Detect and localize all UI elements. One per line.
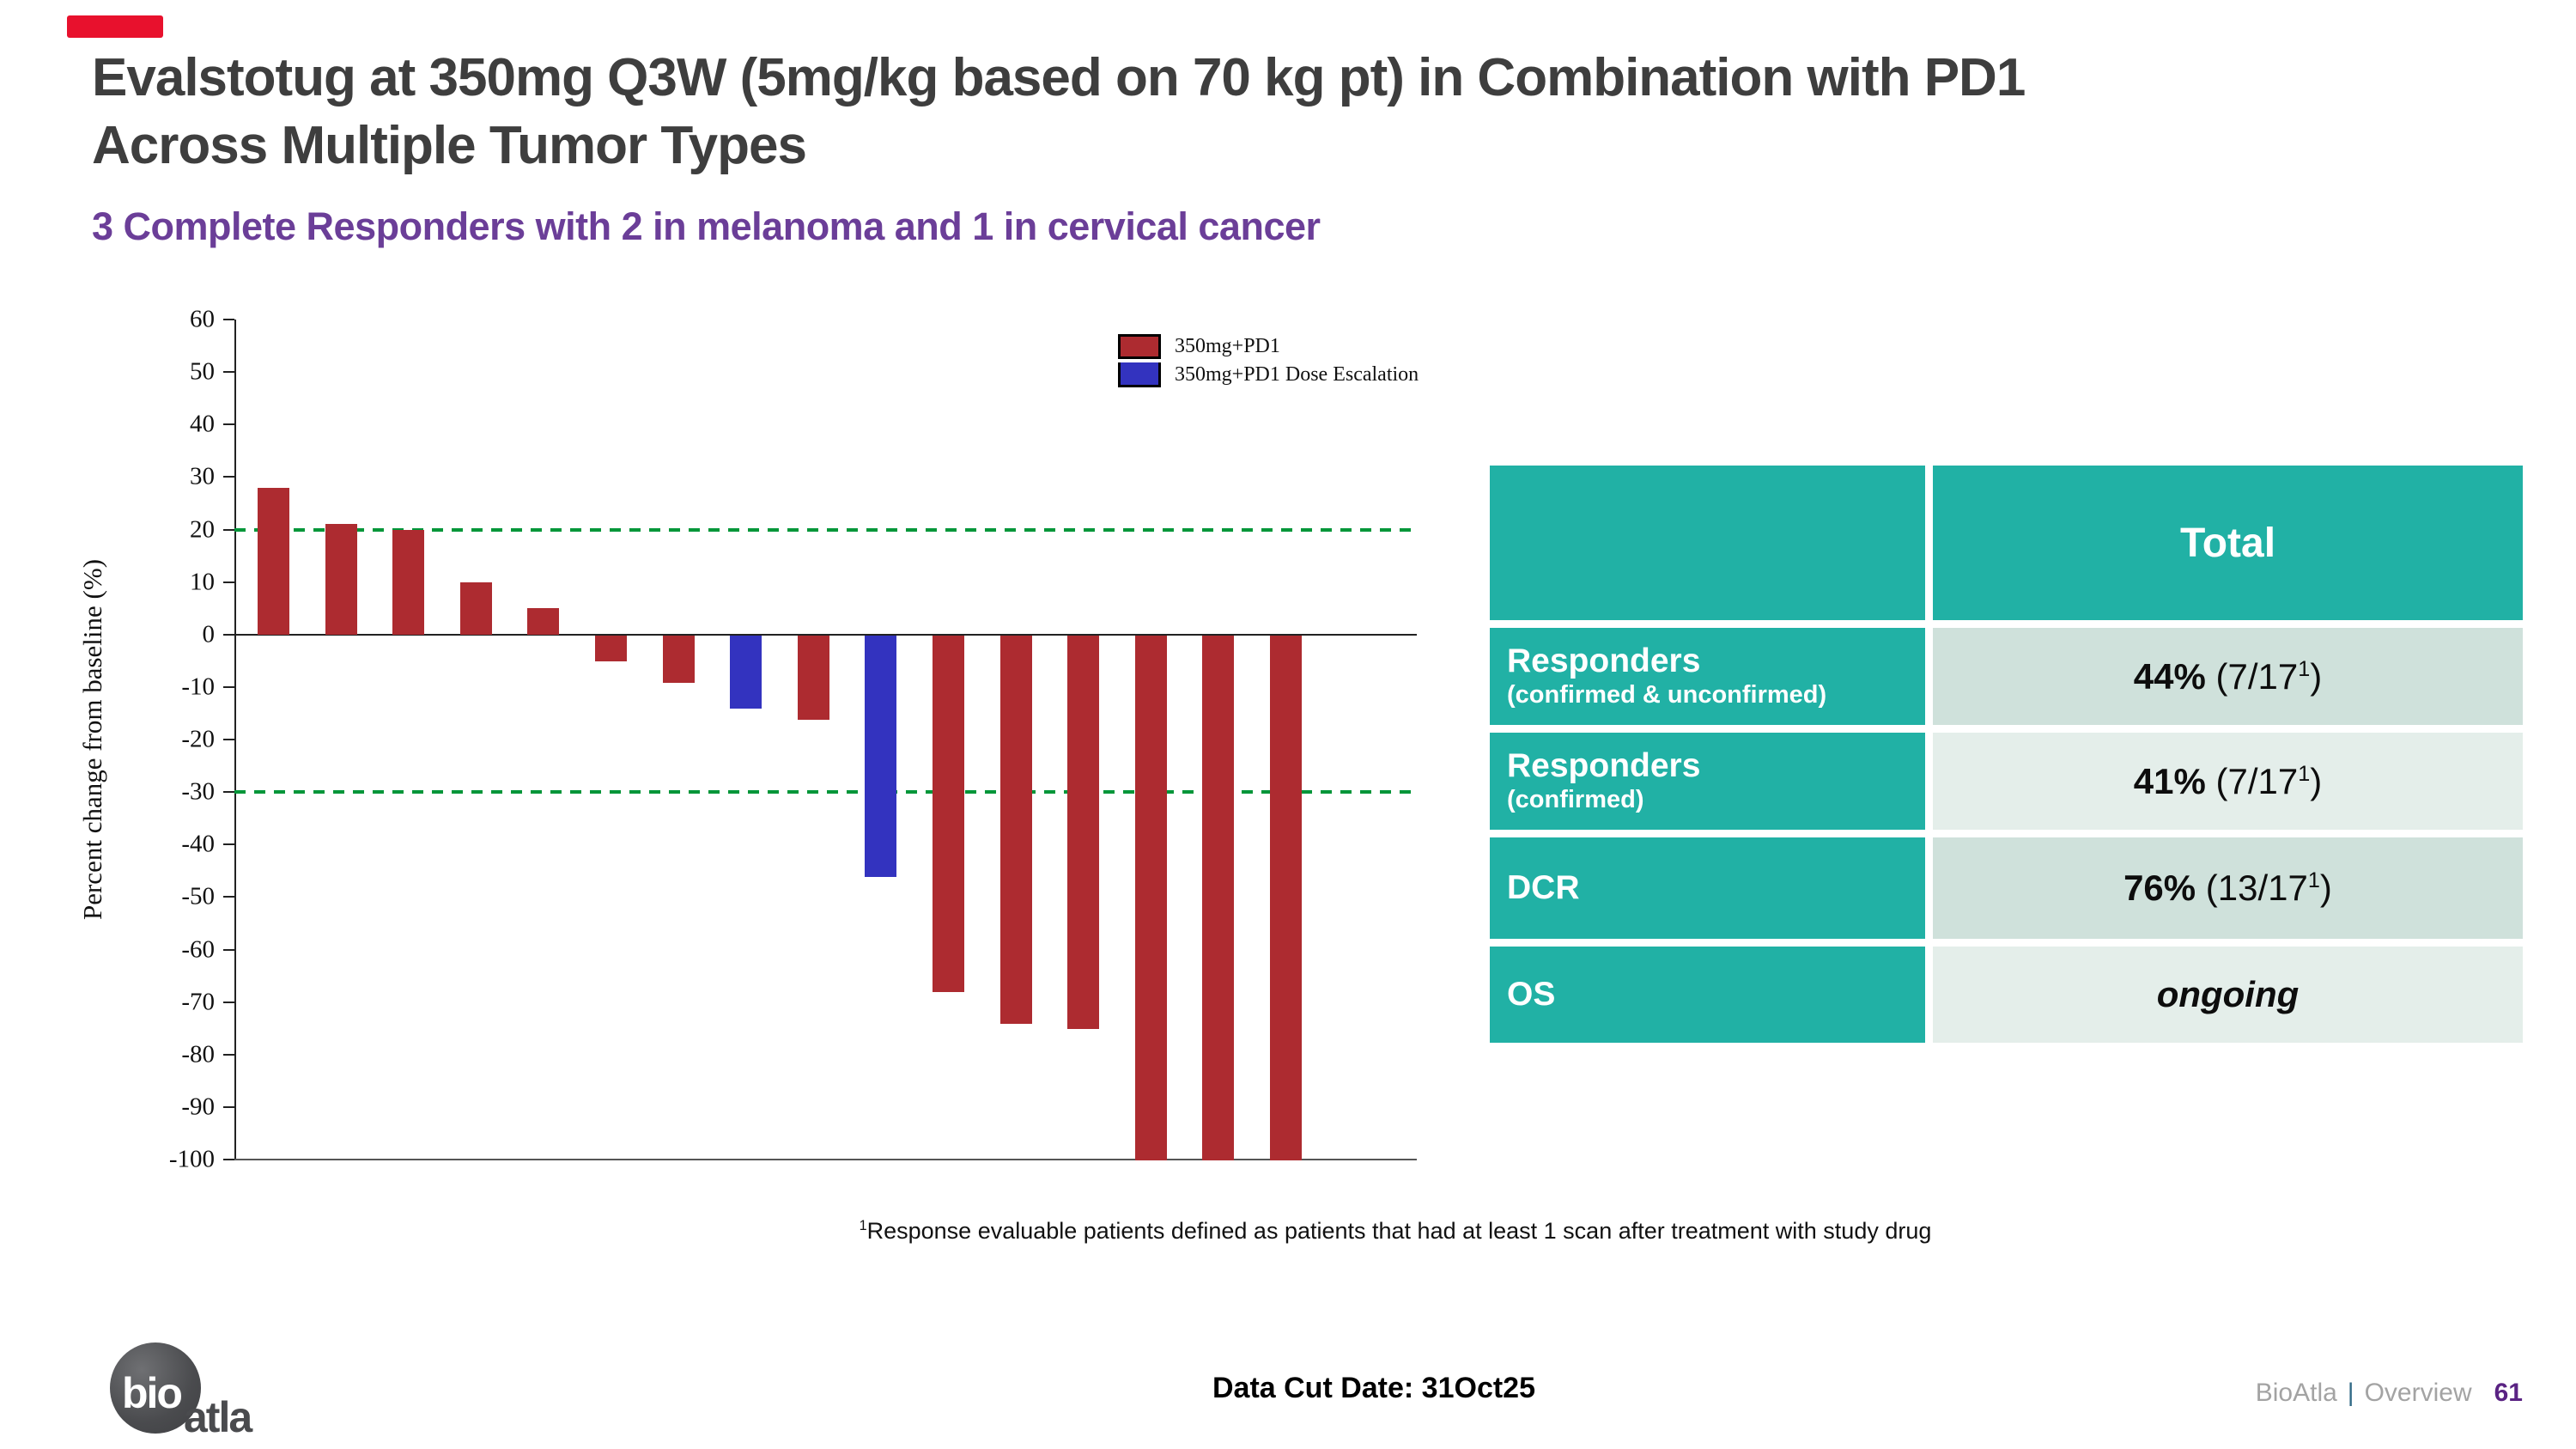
legend-item: 350mg+PD1 <box>1118 332 1419 361</box>
table-row-value: 41% (7/171) <box>1933 733 2523 830</box>
table-row-label: Responders (confirmed) <box>1490 733 1925 830</box>
waterfall-bar <box>1270 635 1302 1160</box>
footnote: 1Response evaluable patients defined as … <box>859 1218 1932 1244</box>
table-header-total: Total <box>1933 466 2523 620</box>
page-number: 61 <box>2494 1379 2523 1407</box>
y-axis-spine <box>234 320 236 1160</box>
waterfall-bar <box>527 608 560 635</box>
y-tick-mark <box>223 1001 234 1003</box>
y-tick-mark <box>223 371 234 374</box>
y-tick-mark <box>223 476 234 478</box>
y-tick-label: -40 <box>181 830 215 858</box>
logo-text-bio: bio <box>122 1369 183 1417</box>
y-tick-label: -100 <box>168 1145 215 1173</box>
y-tick-label: 20 <box>190 515 215 543</box>
logo-text-atla: atla <box>184 1393 252 1441</box>
legend-swatch-blue <box>1118 362 1161 387</box>
waterfall-bar <box>325 524 357 635</box>
y-tick-label: -50 <box>181 882 215 910</box>
waterfall-bar <box>1202 635 1235 1160</box>
waterfall-bar <box>1134 635 1167 1160</box>
y-tick-label: -70 <box>181 988 215 1016</box>
y-tick-label: -60 <box>181 935 215 963</box>
legend-item: 350mg+PD1 Dose Escalation <box>1118 361 1419 389</box>
y-tick-mark <box>223 843 234 846</box>
waterfall-bar <box>797 635 829 720</box>
logo-circle <box>110 1342 201 1434</box>
results-table: Total Responders (confirmed & unconfirme… <box>1490 466 2523 1043</box>
bioatla-logo: bio atla <box>110 1342 368 1446</box>
footer-brand: BioAtla <box>2255 1379 2337 1407</box>
slide-subtitle: 3 Complete Responders with 2 in melanoma… <box>92 204 1321 248</box>
y-tick-mark <box>223 1053 234 1056</box>
y-tick-mark <box>223 319 234 320</box>
reference-dashed-line <box>234 527 1417 532</box>
y-tick-label: -30 <box>181 777 215 806</box>
waterfall-bar <box>459 581 492 635</box>
bottom-axis-line <box>234 1159 1417 1160</box>
y-tick-label: -20 <box>181 725 215 753</box>
y-axis-label: Percent change from baseline (%) <box>77 558 107 921</box>
y-tick-label: 10 <box>190 568 215 596</box>
waterfall-bar <box>933 635 964 993</box>
table-row-value: 76% (13/171) <box>1933 837 2523 939</box>
y-tick-label: 60 <box>190 305 215 333</box>
waterfall-bar <box>1067 635 1100 1030</box>
waterfall-bar <box>662 635 695 683</box>
data-cut-date: Data Cut Date: 31Oct25 <box>1212 1372 1535 1404</box>
waterfall-bar <box>999 635 1032 1025</box>
y-tick-mark <box>223 896 234 898</box>
y-tick-mark <box>223 739 234 740</box>
y-tick-mark <box>223 948 234 951</box>
y-tick-mark <box>223 581 234 583</box>
legend-label: 350mg+PD1 <box>1175 335 1280 357</box>
waterfall-bar <box>865 635 897 877</box>
page-footer: BioAtla | Overview 61 <box>2256 1379 2523 1408</box>
y-tick-mark <box>223 791 234 794</box>
table-row-value: ongoing <box>1933 947 2523 1043</box>
footer-separator: | <box>2347 1379 2354 1407</box>
y-tick-label: 50 <box>190 357 215 386</box>
table-row-value: 44% (7/171) <box>1933 628 2523 725</box>
y-tick-mark <box>223 1159 234 1160</box>
y-tick-mark <box>223 528 234 531</box>
table-row-label: Responders (confirmed & unconfirmed) <box>1490 628 1925 725</box>
waterfall-bar <box>730 635 762 709</box>
slide-title-line2: Across Multiple Tumor Types <box>92 115 807 175</box>
table-header-empty <box>1490 466 1925 620</box>
y-tick-label: -10 <box>181 673 215 701</box>
table-header-total-label: Total <box>2179 520 2276 566</box>
waterfall-bar <box>595 635 627 662</box>
y-tick-label: 30 <box>190 462 215 490</box>
footer-section: Overview <box>2364 1379 2472 1407</box>
table-row-label: OS <box>1490 947 1925 1043</box>
y-tick-label: -90 <box>181 1093 215 1121</box>
y-tick-label: 40 <box>190 410 215 438</box>
y-tick-mark <box>223 423 234 426</box>
y-tick-label: -80 <box>181 1040 215 1068</box>
legend-swatch-red <box>1118 334 1161 359</box>
waterfall-bar <box>392 529 425 635</box>
waterfall-bar <box>258 487 289 635</box>
y-tick-mark <box>223 1105 234 1108</box>
table-row-label: DCR <box>1490 837 1925 939</box>
y-tick-mark <box>223 633 234 636</box>
slide-title-line1: Evalstotug at 350mg Q3W (5mg/kg based on… <box>92 48 2026 107</box>
zero-axis-line <box>234 633 1417 636</box>
reference-dashed-line <box>234 790 1417 795</box>
red-accent-dash <box>67 15 163 38</box>
slide-title: Evalstotug at 350mg Q3W (5mg/kg based on… <box>92 45 2530 180</box>
legend-label: 350mg+PD1 Dose Escalation <box>1175 363 1419 386</box>
y-tick-mark <box>223 685 234 688</box>
y-tick-label: 0 <box>202 620 216 648</box>
chart-legend: 350mg+PD1 350mg+PD1 Dose Escalation <box>1118 332 1419 389</box>
